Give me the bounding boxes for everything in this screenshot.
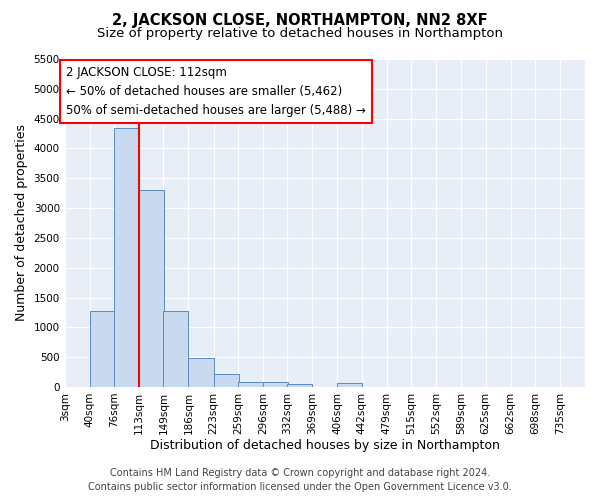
Bar [287, 384, 313, 387]
Text: Size of property relative to detached houses in Northampton: Size of property relative to detached ho… [97, 28, 503, 40]
Bar [263, 382, 288, 387]
Bar [163, 311, 188, 387]
Text: 2 JACKSON CLOSE: 112sqm
← 50% of detached houses are smaller (5,462)
50% of semi: 2 JACKSON CLOSE: 112sqm ← 50% of detache… [66, 66, 366, 117]
Bar [214, 374, 239, 387]
Y-axis label: Number of detached properties: Number of detached properties [15, 124, 28, 322]
Bar [238, 382, 263, 387]
Text: 2, JACKSON CLOSE, NORTHAMPTON, NN2 8XF: 2, JACKSON CLOSE, NORTHAMPTON, NN2 8XF [112, 12, 488, 28]
Bar [90, 311, 115, 387]
Bar [188, 358, 214, 387]
Text: Contains HM Land Registry data © Crown copyright and database right 2024.
Contai: Contains HM Land Registry data © Crown c… [88, 468, 512, 492]
Bar [114, 128, 139, 387]
X-axis label: Distribution of detached houses by size in Northampton: Distribution of detached houses by size … [150, 440, 500, 452]
Bar [337, 383, 362, 387]
Bar [139, 190, 164, 387]
